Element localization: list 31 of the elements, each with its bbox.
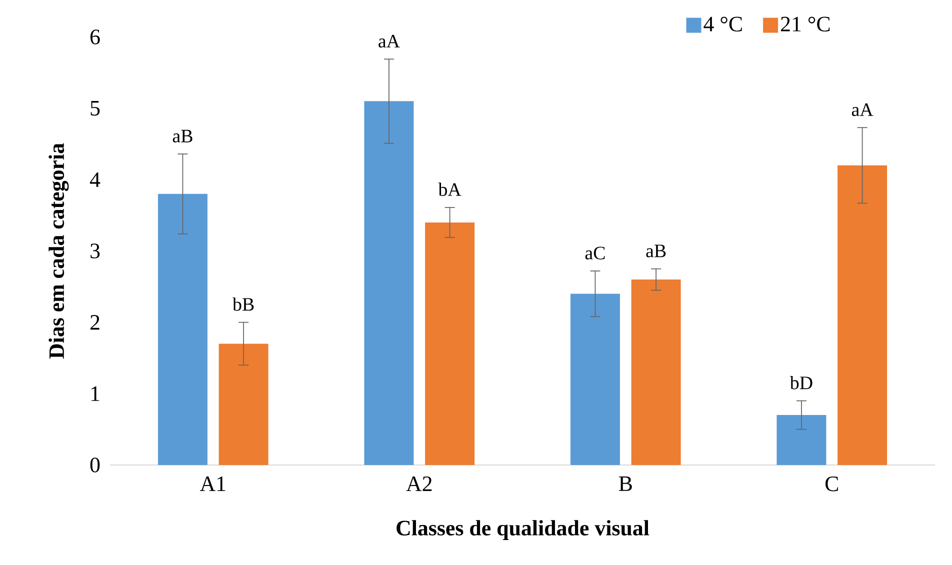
annotation: aB bbox=[646, 244, 666, 258]
bar bbox=[776, 415, 826, 465]
bar bbox=[364, 101, 414, 465]
bar bbox=[425, 222, 475, 465]
x-tick-label: A1 bbox=[200, 476, 226, 491]
bar bbox=[838, 165, 888, 465]
annotation: bD bbox=[790, 376, 812, 390]
x-axis-title: Classes de qualidade visual bbox=[396, 520, 650, 540]
annotation: aA bbox=[378, 34, 400, 48]
y-tick-label: 5 bbox=[90, 101, 100, 116]
legend-label: 21 °C bbox=[781, 16, 830, 32]
x-tick-label: C bbox=[825, 476, 838, 492]
annotation: aB bbox=[172, 130, 192, 142]
bar bbox=[218, 344, 268, 465]
annotation: bA bbox=[438, 182, 462, 196]
y-axis-title: Dias em cada categoria bbox=[48, 143, 69, 359]
x-tick-label: B bbox=[618, 476, 632, 491]
bar bbox=[158, 194, 208, 465]
bar bbox=[631, 280, 681, 465]
annotation: bB bbox=[232, 297, 254, 311]
y-tick-label: 4 bbox=[90, 172, 100, 187]
x-tick-label: A2 bbox=[406, 476, 432, 492]
y-tick-label: 3 bbox=[90, 244, 100, 258]
bar bbox=[570, 294, 620, 465]
legend-label: 4 °C bbox=[704, 16, 742, 32]
y-tick-label: 6 bbox=[90, 30, 100, 44]
annotation: aA bbox=[852, 103, 874, 116]
annotation: aC bbox=[585, 246, 605, 260]
y-tick-label: 2 bbox=[90, 315, 100, 330]
y-tick-label: 0 bbox=[90, 458, 100, 472]
y-tick-label: 1 bbox=[91, 386, 100, 401]
